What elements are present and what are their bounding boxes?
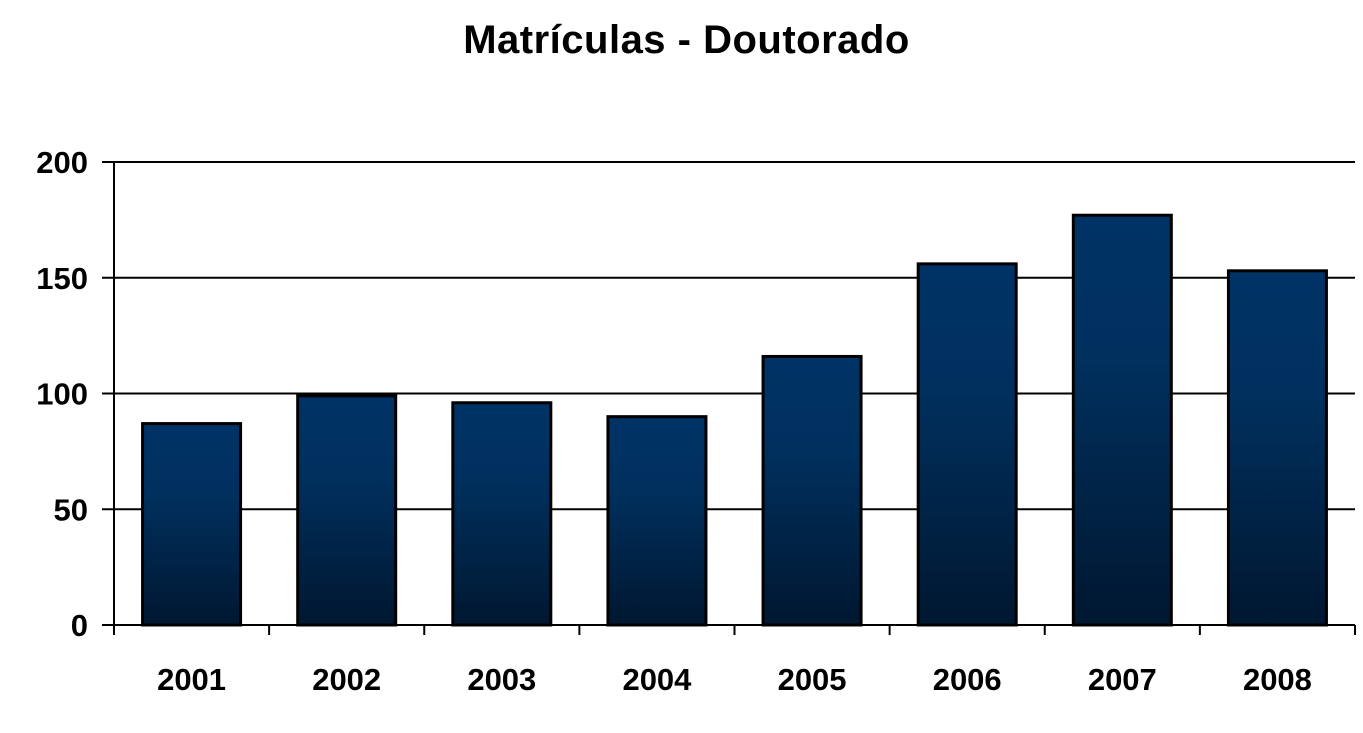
bar-2004 xyxy=(606,415,708,627)
y-tick-label: 0 xyxy=(71,608,88,643)
y-axis-ticks: 0 50 100 150 200 xyxy=(36,145,88,643)
x-axis-ticks: 2001 2002 2003 2004 2005 2006 2007 2008 xyxy=(157,662,1312,697)
x-tick-label: 2007 xyxy=(1088,662,1157,697)
x-tick-label: 2003 xyxy=(467,662,536,697)
y-tick-label: 100 xyxy=(36,377,88,412)
chart-title: Matrículas - Doutorado xyxy=(463,18,910,62)
y-tick-label: 200 xyxy=(36,145,88,180)
bar-2005 xyxy=(761,354,863,627)
bar-2001 xyxy=(141,422,243,627)
x-tick-label: 2002 xyxy=(312,662,381,697)
y-tick-label: 50 xyxy=(54,492,88,527)
y-tick-label: 150 xyxy=(36,261,88,296)
bar-2003 xyxy=(451,401,553,627)
bar-2008 xyxy=(1226,269,1328,627)
bar-2006 xyxy=(916,262,1018,627)
x-tick-label: 2005 xyxy=(778,662,847,697)
bar-2002 xyxy=(296,394,398,627)
bar-2007 xyxy=(1071,213,1173,627)
x-tick-label: 2001 xyxy=(157,662,226,697)
x-tick-label: 2008 xyxy=(1243,662,1312,697)
x-tick-label: 2004 xyxy=(622,662,692,697)
x-tick-label: 2006 xyxy=(933,662,1002,697)
bars xyxy=(141,213,1328,627)
axes xyxy=(102,162,1356,635)
